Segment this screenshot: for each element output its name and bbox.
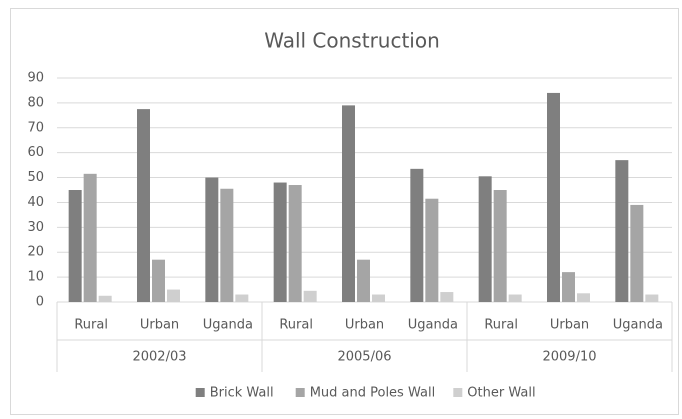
y-tick-label: 20 <box>27 245 44 260</box>
x-tick-label: Uganda <box>613 318 663 333</box>
bar <box>152 259 165 302</box>
chart-title: Wall Construction <box>264 29 440 53</box>
bar <box>425 198 439 302</box>
bar <box>577 293 590 302</box>
x-tick-label: Uganda <box>203 318 253 333</box>
bar <box>372 294 385 302</box>
y-tick-label: 40 <box>27 195 44 210</box>
bar <box>205 177 219 302</box>
legend-label: Mud and Poles Wall <box>310 386 436 401</box>
group-label: 2002/03 <box>132 350 186 365</box>
group-label: 2009/10 <box>542 350 596 365</box>
bar <box>562 272 575 302</box>
legend-swatch <box>295 388 305 397</box>
x-tick-label: Rural <box>279 318 313 333</box>
y-tick-label: 80 <box>27 95 44 110</box>
y-tick-label: 0 <box>36 295 44 310</box>
bar <box>410 168 424 302</box>
y-tick-label: 30 <box>27 220 44 235</box>
y-tick-label: 10 <box>27 270 44 285</box>
y-tick-label: 60 <box>27 145 44 160</box>
bar <box>68 190 82 302</box>
bar <box>288 185 302 302</box>
x-tick-label: Urban <box>140 318 179 333</box>
bar <box>342 105 355 302</box>
x-tick-label: Urban <box>550 318 589 333</box>
bar <box>493 190 507 302</box>
y-tick-label: 90 <box>27 71 44 86</box>
legend-swatch <box>195 388 205 397</box>
bar <box>303 290 317 302</box>
x-tick-label: Rural <box>74 318 108 333</box>
bar <box>645 294 659 302</box>
bar <box>137 109 150 302</box>
bar <box>167 289 180 302</box>
x-tick-label: Rural <box>484 318 518 333</box>
bar <box>98 295 112 302</box>
group-label: 2005/06 <box>337 350 391 365</box>
x-tick-label: Urban <box>345 318 384 333</box>
y-tick-label: 50 <box>27 170 44 185</box>
legend-label: Brick Wall <box>210 386 274 401</box>
bar <box>478 176 492 302</box>
bar <box>220 188 234 302</box>
y-tick-label: 70 <box>27 120 44 135</box>
bar <box>547 92 560 302</box>
legend-label: Other Wall <box>467 386 535 401</box>
bar <box>83 173 97 302</box>
x-tick-label: Uganda <box>408 318 458 333</box>
bar <box>440 292 454 302</box>
bar <box>615 160 629 302</box>
bar <box>357 259 370 302</box>
bar <box>508 294 522 302</box>
bar <box>273 182 287 302</box>
legend-swatch <box>453 388 463 397</box>
bar <box>235 294 249 302</box>
bar <box>630 204 644 302</box>
